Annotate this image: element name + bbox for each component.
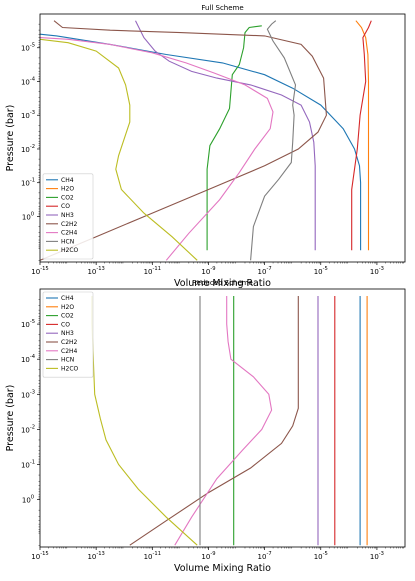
x-tick-label: 10-9 <box>201 551 215 561</box>
legend-label-ch4: CH4 <box>61 177 74 184</box>
x-tick-label: 10-9 <box>201 266 215 276</box>
series-line-c2h2 <box>129 296 299 546</box>
legend-label-nh3: NH3 <box>61 330 74 337</box>
y-tick-label: 100 <box>22 211 34 221</box>
x-tick-label: 10-3 <box>370 551 384 561</box>
series-line-c2h4 <box>174 296 273 546</box>
series-line-co2 <box>206 25 262 251</box>
chart-title: Reduced Scheme <box>192 279 253 287</box>
legend-label-co: CO <box>61 203 70 210</box>
series-line-h2o <box>355 20 370 251</box>
x-tick-label: 10-15 <box>31 266 48 276</box>
series-line-co <box>351 20 372 251</box>
legend-label-h2co: H2CO <box>61 365 79 372</box>
legend-label-c2h4: C2H4 <box>61 230 78 237</box>
plot-frame <box>39 288 406 548</box>
legend-label-h2co: H2CO <box>61 247 79 254</box>
y-tick-label: 10-2 <box>21 424 35 434</box>
plot-frame <box>39 13 406 263</box>
y-tick-label: 10-3 <box>21 389 35 399</box>
x-tick-label: 10-13 <box>87 266 104 276</box>
series-line-h2co <box>40 38 198 261</box>
y-tick-label: 10-2 <box>21 144 35 154</box>
y-tick-label: 10-4 <box>21 354 36 364</box>
legend-box <box>42 173 94 260</box>
chart-title: Full Scheme <box>201 4 243 12</box>
legend-label-co2: CO2 <box>61 194 74 201</box>
legend-label-co: CO <box>61 321 70 328</box>
legend-label-c2h2: C2H2 <box>61 221 78 228</box>
y-tick-label: 100 <box>22 495 34 505</box>
y-tick-label: 10-3 <box>21 110 35 120</box>
legend-label-h2o: H2O <box>61 186 74 193</box>
x-tick-label: 10-3 <box>370 266 384 276</box>
y-tick-label: 10-1 <box>21 178 35 188</box>
x-tick-label: 10-13 <box>87 551 104 561</box>
y-tick-label: 10-5 <box>21 43 35 53</box>
legend-box <box>42 291 94 378</box>
x-axis-label: Volume Mixing Ratio <box>174 563 271 574</box>
reduced-scheme-chart: Reduced Scheme 10-15 10-13 10-11 10-9 10-7 10-… <box>5 279 406 574</box>
series-line-hcn <box>250 20 297 261</box>
legend-label-c2h2: C2H2 <box>61 339 78 346</box>
series-line-c2h4 <box>40 37 274 261</box>
series-group <box>40 20 372 261</box>
x-tick-label: 10-11 <box>144 551 161 561</box>
x-tick-label: 10-5 <box>314 551 328 561</box>
full-scheme-chart: Full Scheme 10-15 10-13 10-11 10-9 10-7 10-5 10… <box>5 4 406 289</box>
y-tick-label: 10-5 <box>21 319 35 329</box>
y-axis-label: Pressure (bar) <box>5 385 16 452</box>
series-line-h2co <box>91 296 198 546</box>
y-axis-label: Pressure (bar) <box>5 105 16 172</box>
x-tick-label: 10-5 <box>314 266 328 276</box>
series-line-c2h2 <box>40 20 327 261</box>
legend-label-co2: CO2 <box>61 313 74 320</box>
x-tick-label: 10-7 <box>258 266 272 276</box>
legend-label-ch4: CH4 <box>61 295 74 302</box>
legend-label-nh3: NH3 <box>61 212 74 219</box>
legend-label-h2o: H2O <box>61 304 74 311</box>
series-line-nh3 <box>135 20 316 251</box>
legend-label-c2h4: C2H4 <box>61 348 78 355</box>
x-tick-label: 10-15 <box>31 551 48 561</box>
x-axis-label: Volume Mixing Ratio <box>174 278 271 289</box>
series-group <box>91 296 368 546</box>
x-tick-label: 10-7 <box>258 551 272 561</box>
y-tick-label: 10-4 <box>21 76 36 86</box>
y-tick-label: 10-1 <box>21 460 35 470</box>
legend-label-hcn: HCN <box>61 238 74 245</box>
x-tick-label: 10-11 <box>144 266 161 276</box>
legend-label-hcn: HCN <box>61 357 74 364</box>
